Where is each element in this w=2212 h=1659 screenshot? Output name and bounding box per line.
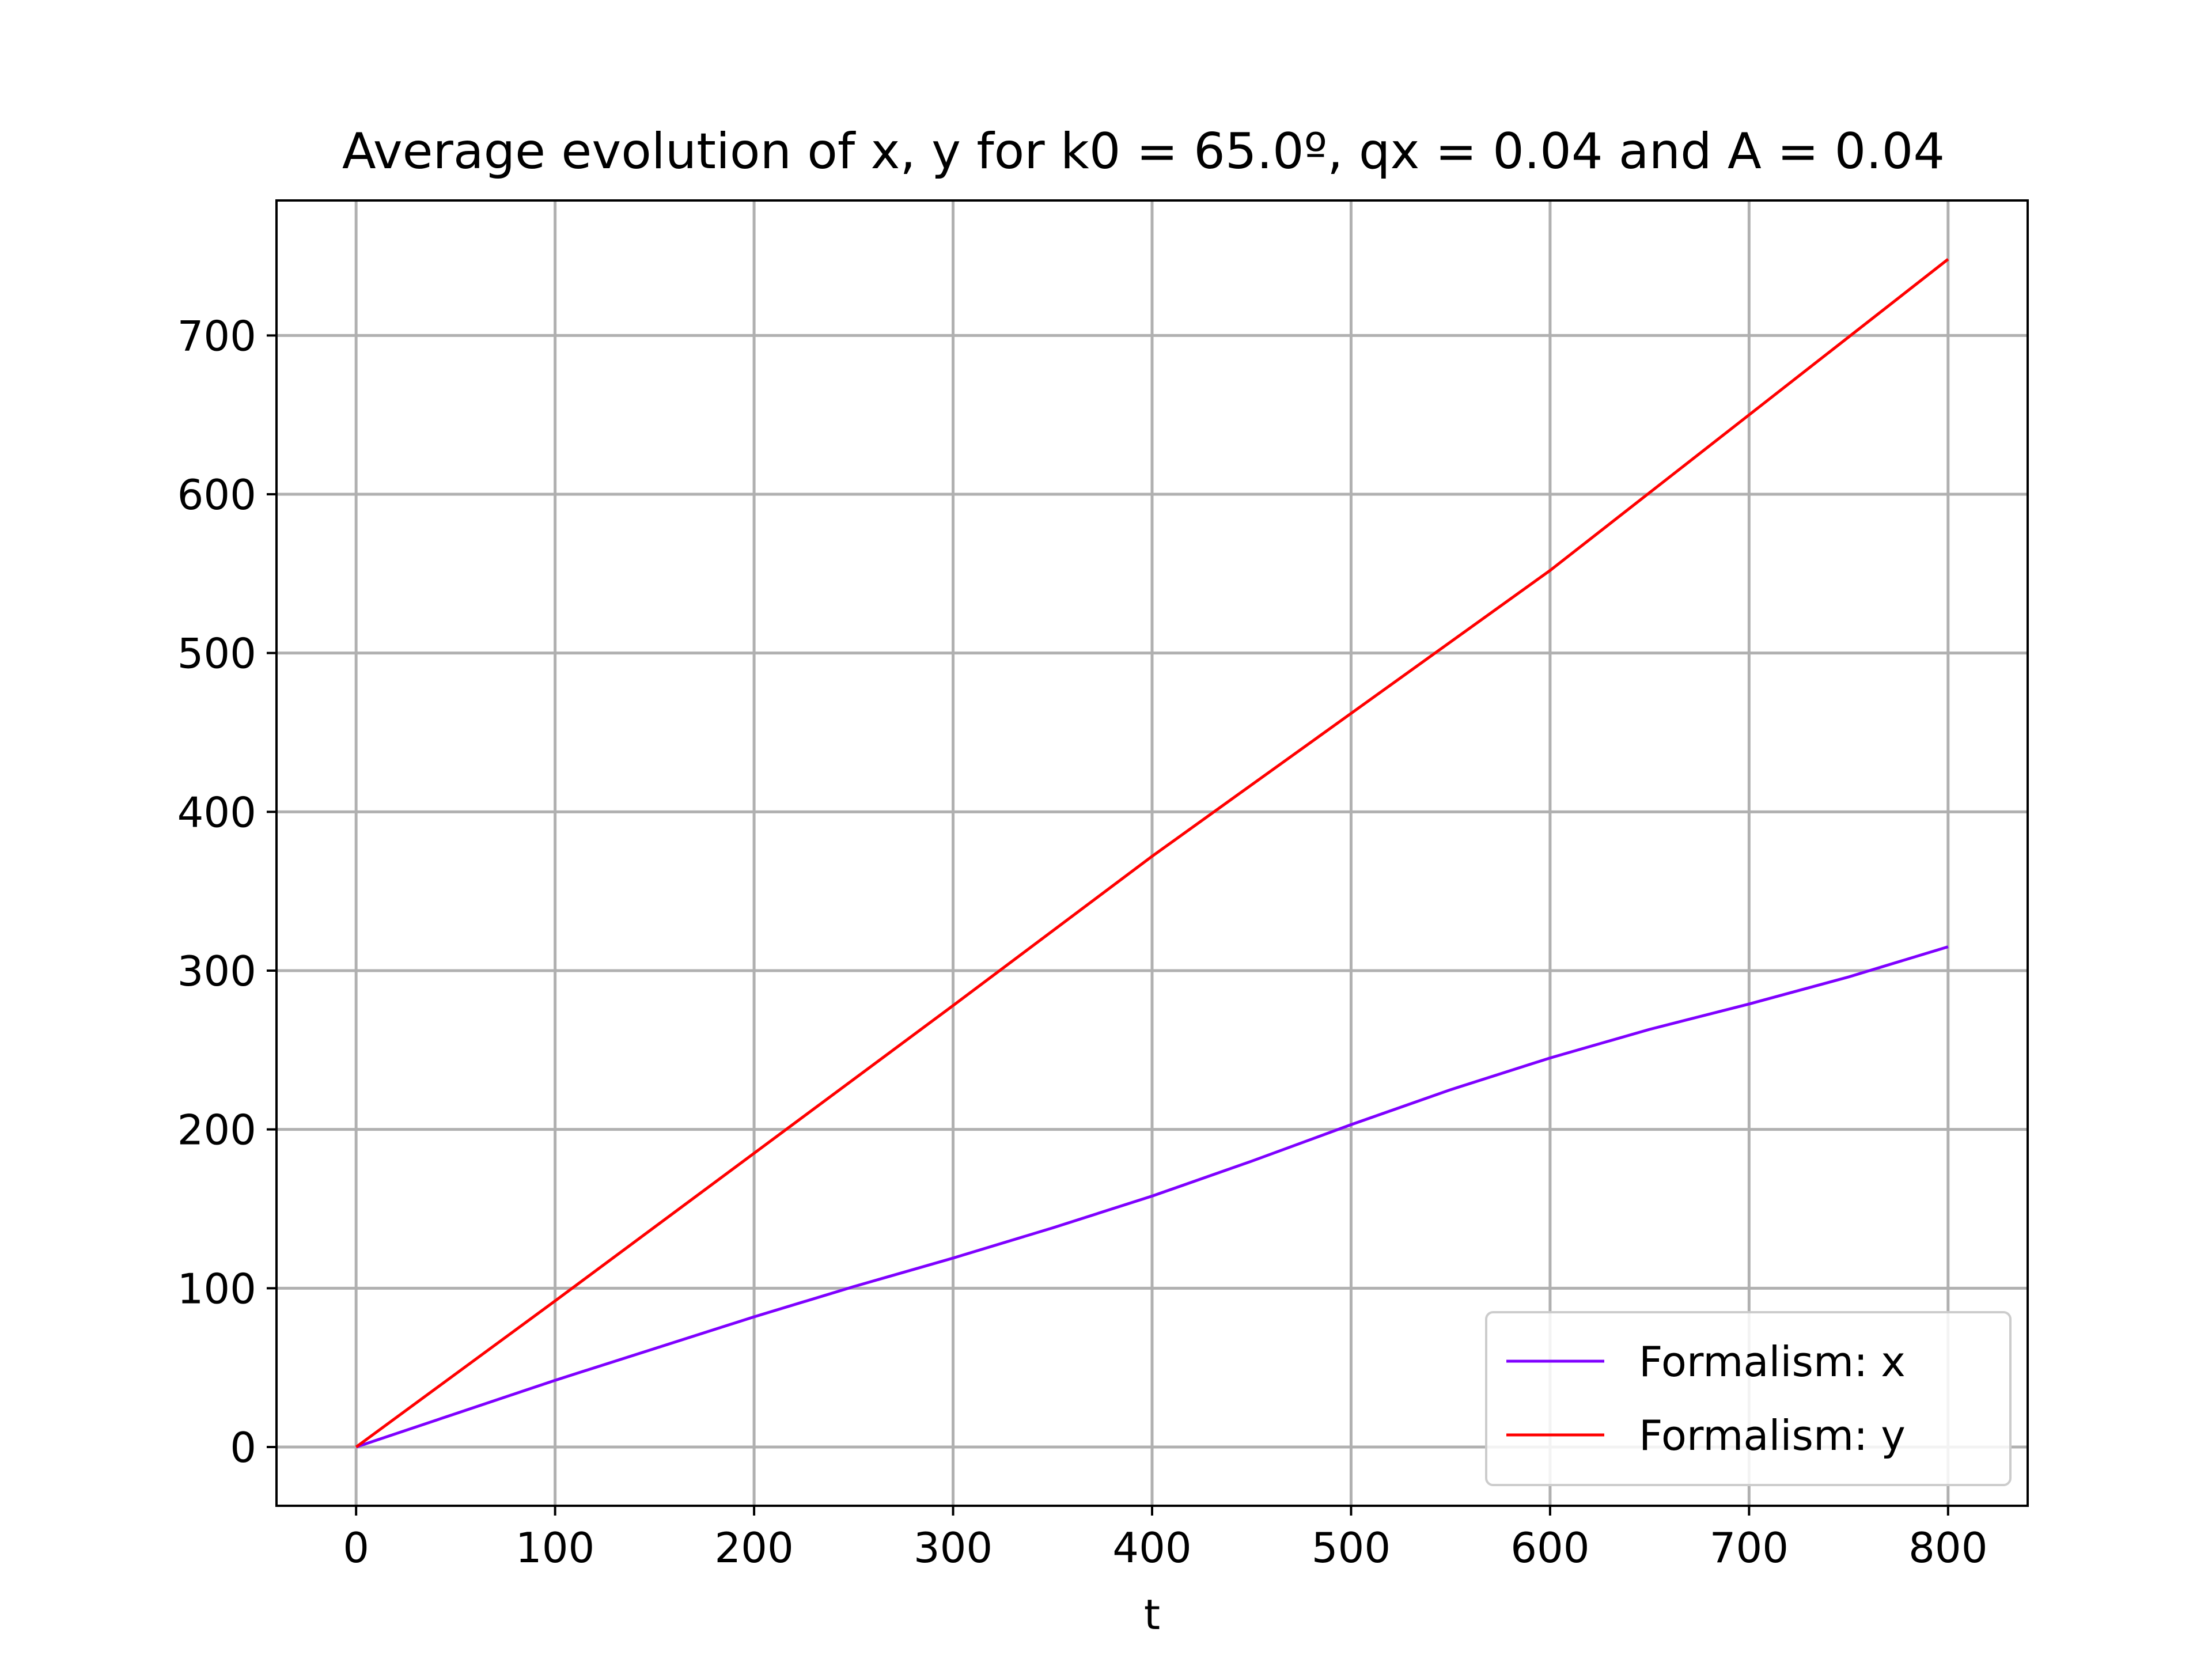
y-tick-label: 0 bbox=[230, 1423, 256, 1472]
chart-title: Average evolution of x, y for k0 = 65.0º… bbox=[342, 123, 1945, 180]
x-tick-label: 200 bbox=[714, 1524, 793, 1572]
y-tick-label: 700 bbox=[177, 312, 256, 360]
y-tick-label: 200 bbox=[177, 1106, 256, 1154]
y-tick-label: 500 bbox=[177, 630, 256, 678]
x-axis-label: t bbox=[1144, 1590, 1160, 1639]
axis-ticks: 0 100 200 300 400 500 600 700 800 0 100 200 300 400 50… bbox=[177, 312, 1988, 1572]
legend-box bbox=[1485, 1311, 2012, 1486]
x-tick-label: 100 bbox=[516, 1524, 594, 1572]
series-line-y bbox=[355, 258, 1949, 1449]
x-tick-label: 800 bbox=[1908, 1524, 1987, 1572]
grid bbox=[276, 200, 2028, 1506]
x-tick-label: 400 bbox=[1112, 1524, 1191, 1572]
y-tick-label: 400 bbox=[177, 788, 256, 836]
legend: Formalism: x Formalism: y bbox=[1485, 1311, 2012, 1486]
y-tick-label: 300 bbox=[177, 947, 256, 995]
x-tick-label: 0 bbox=[343, 1524, 369, 1572]
x-tick-label: 500 bbox=[1312, 1524, 1391, 1572]
legend-label: Formalism: y bbox=[1639, 1411, 1906, 1460]
plot-series bbox=[355, 258, 1949, 1449]
x-tick-label: 300 bbox=[914, 1524, 993, 1572]
legend-label: Formalism: x bbox=[1639, 1338, 1906, 1386]
series-line-x bbox=[355, 945, 1949, 1449]
x-tick-label: 600 bbox=[1510, 1524, 1589, 1572]
y-tick-label: 600 bbox=[177, 471, 256, 519]
x-tick-label: 700 bbox=[1710, 1524, 1789, 1572]
y-tick-label: 100 bbox=[177, 1264, 256, 1313]
